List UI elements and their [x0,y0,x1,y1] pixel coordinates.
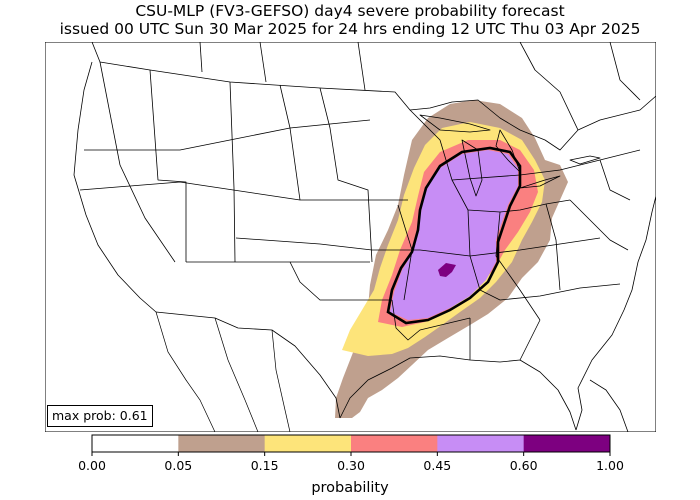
colorbar-ticks: 0.00 0.05 0.15 0.30 0.45 0.60 1.00 [78,452,624,473]
map-title-line-2: issued 00 UTC Sun 30 Mar 2025 for 24 hrs… [59,20,641,38]
max-prob-box: max prob: 0.61 [47,405,153,427]
prob-0.60-region [438,263,456,277]
forecast-map [45,42,656,432]
colorbar-label: probability [311,480,389,496]
colorbar-tick-label: 0.00 [78,458,106,473]
colorbar-tick-label: 0.05 [164,458,192,473]
boundary-lines [73,42,656,432]
colorbar-tick-label: 1.00 [596,458,624,473]
colorbar-swatch [264,435,352,452]
colorbar-swatches [92,435,611,452]
map-title-line-1: CSU-MLP (FV3-GEFSO) day4 severe probabil… [135,2,565,20]
significant-severe-contour [386,146,522,325]
colorbar-tick-label: 0.15 [251,458,279,473]
colorbar-tick-label: 0.30 [337,458,365,473]
colorbar-swatch [92,435,179,452]
mexico-lines [155,311,291,432]
colorbar-tick-label: 0.45 [423,458,451,473]
prob-0.45-region [390,150,518,320]
colorbar: 0.00 0.05 0.15 0.30 0.45 0.60 1.00 [78,434,624,473]
colorbar-swatch [178,435,266,452]
colorbar-tick-label: 0.60 [510,458,538,473]
colorbar-swatch [437,435,525,452]
colorbar-swatch [523,435,611,452]
colorbar-swatch [351,435,438,452]
